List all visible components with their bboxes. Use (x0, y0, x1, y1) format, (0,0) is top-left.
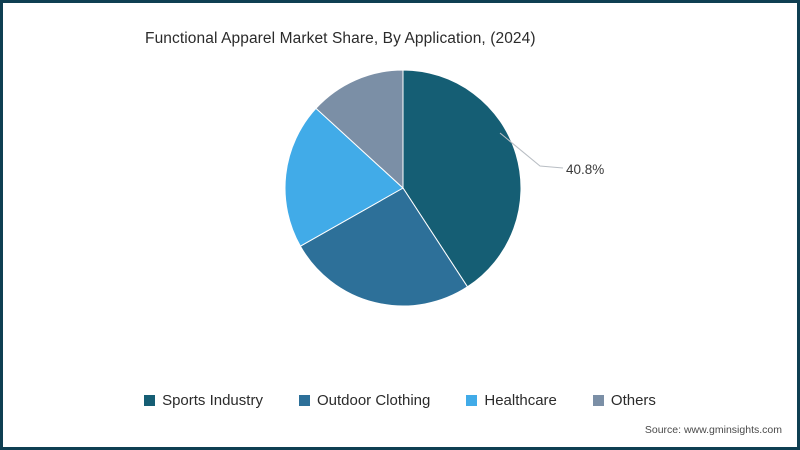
pie-slice[interactable] (284, 107, 404, 247)
legend-swatch-icon (298, 395, 310, 406)
pie-slice[interactable] (299, 187, 469, 307)
legend-item-label: Others (610, 392, 656, 409)
data-label-leader-line (499, 132, 564, 169)
pie-chart-area (284, 69, 564, 307)
legend-swatch-icon (144, 395, 156, 406)
pie-slice-group (284, 69, 522, 307)
legend-item[interactable]: Outdoor Clothing (298, 392, 431, 409)
legend-item-label: Healthcare (484, 392, 557, 409)
legend-item[interactable]: Others (592, 392, 656, 409)
legend-item[interactable]: Healthcare (466, 392, 557, 409)
chart-legend: Sports Industry Outdoor Clothing Healthcar… (0, 392, 800, 409)
legend-swatch-icon (466, 395, 478, 406)
legend-item-label: Sports Industry (162, 392, 263, 409)
source-attribution: Source: www.gminsights.com (644, 424, 782, 436)
legend-item-label: Outdoor Clothing (316, 392, 431, 409)
legend-swatch-icon (592, 395, 604, 406)
legend-item[interactable]: Sports Industry (144, 392, 263, 409)
slice-data-label-sports-industry: 40.8% (566, 162, 605, 177)
pie-chart-svg (284, 69, 564, 307)
chart-title: Functional Apparel Market Share, By Appl… (145, 30, 536, 47)
pie-slice[interactable] (315, 69, 404, 190)
